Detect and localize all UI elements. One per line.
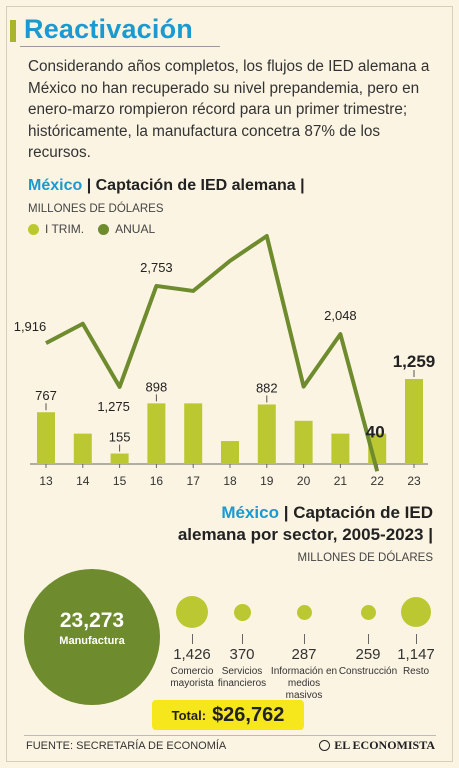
- fdi-chart: 13 14 15 16 17 18 19 20 21 22 23 767 155 898 882 1,259 1…: [14, 234, 436, 488]
- sector-title: México | Captación de IED alemana por se…: [103, 502, 433, 546]
- line-data-label: 1,916: [14, 319, 47, 334]
- x-tick-label: 18: [223, 474, 237, 488]
- sector-stem: [367, 634, 369, 644]
- chart-title-main: Captación de IED alemana: [95, 177, 296, 194]
- sector-label: Información en medios masivos: [270, 666, 338, 701]
- total-badge: Total: $26,762: [152, 700, 304, 730]
- sector-value: 1,426: [173, 646, 211, 663]
- chart-units: MILLONES DE DÓLARES: [28, 203, 164, 215]
- x-tick-label: 17: [187, 474, 201, 488]
- x-tick-label: 14: [76, 474, 90, 488]
- x-tick-label: 19: [260, 474, 274, 488]
- source-text: FUENTE: SECRETARÍA DE ECONOMÍA: [26, 740, 227, 752]
- chart-title: México | Captación de IED alemana |: [28, 177, 305, 195]
- sector-units: MILLONES DE DÓLARES: [297, 552, 433, 564]
- x-tick-label: 20: [297, 474, 311, 488]
- bar-data-label: 155: [109, 430, 131, 445]
- sector-title-main-1: Captación de IED: [293, 503, 433, 522]
- sector-value: 370: [229, 646, 255, 663]
- headline: Reactivación: [24, 14, 193, 44]
- brand-name: EL ECONOMISTA: [334, 738, 435, 752]
- manufactura-label: Manufactura: [59, 635, 125, 647]
- headline-rule: [20, 46, 220, 47]
- sector-item: 1,426 Comercio mayorista: [158, 590, 226, 690]
- q1-bar: [184, 403, 203, 464]
- sector-title-sep: |: [278, 503, 294, 522]
- legend-item-annual: ANUAL: [98, 222, 155, 236]
- sector-label: Comercio mayorista: [170, 666, 214, 689]
- legend-label-q1: I TRIM.: [45, 222, 85, 236]
- accent-bar: [10, 20, 16, 42]
- sector-item: 287 Información en medios masivos: [270, 590, 338, 702]
- sector-stem: [241, 634, 243, 644]
- brand-icon: [319, 740, 331, 751]
- sector-item: 259 Construcción: [334, 590, 402, 678]
- x-tick-label: 13: [39, 474, 53, 488]
- sector-bubble: [176, 596, 208, 628]
- x-tick-label: 15: [113, 474, 127, 488]
- sector-item: 1,147 Resto: [382, 590, 450, 678]
- frame: [6, 6, 453, 762]
- chart-legend: I TRIM. ANUAL: [28, 222, 169, 236]
- legend-label-annual: ANUAL: [115, 222, 156, 236]
- footer-rule: [24, 735, 436, 736]
- legend-swatch-annual: [98, 223, 110, 235]
- sector-item: 370 Servicios financieros: [208, 590, 276, 690]
- sector-value: 287: [291, 646, 317, 663]
- q1-bar: [294, 420, 313, 464]
- x-tick-label: 23: [407, 474, 421, 488]
- total-label: Total:: [171, 707, 207, 723]
- brand-logo: EL ECONOMISTA: [319, 738, 435, 753]
- manufactura-value: 23,273: [59, 609, 125, 632]
- line-data-label: 1,275: [97, 399, 130, 414]
- line-data-label: 2,753: [140, 260, 173, 275]
- chart-title-sep: |: [82, 177, 96, 194]
- chart-title-end: |: [295, 177, 305, 194]
- x-tick-label: 16: [150, 474, 164, 488]
- annual-line: [45, 234, 380, 472]
- sector-bubble: [296, 604, 312, 620]
- manufactura-circle: 23,273 Manufactura: [24, 569, 160, 705]
- q1-bar: [147, 403, 166, 464]
- total-value: $26,762: [212, 703, 285, 726]
- bar-data-label: 882: [256, 380, 278, 395]
- q1-bar: [110, 453, 129, 464]
- sector-label: Construcción: [338, 666, 398, 677]
- sector-stem: [303, 634, 305, 644]
- q1-bar: [331, 433, 350, 464]
- bar-data-label: 767: [35, 388, 57, 403]
- x-tick-label: 22: [371, 474, 385, 488]
- bar-data-label: 1,259: [393, 352, 436, 371]
- q1-bar: [257, 404, 276, 464]
- sector-bubble: [360, 604, 376, 620]
- sector-label: Resto: [402, 666, 430, 677]
- sector-title-place: México: [221, 503, 279, 522]
- sector-stem: [191, 634, 193, 644]
- sector-label: Servicios financieros: [217, 666, 267, 689]
- sector-value: 259: [355, 646, 381, 663]
- sector-value: 1,147: [397, 646, 435, 663]
- q1-bar: [73, 433, 92, 464]
- sector-title-end: |: [423, 525, 433, 544]
- chart-title-place: México: [28, 177, 83, 194]
- sector-stem: [415, 634, 417, 644]
- sector-title-main-2: alemana por sector, 2005-2023: [177, 525, 424, 544]
- line-data-label: 2,048: [324, 308, 357, 323]
- legend-item-q1: I TRIM.: [28, 222, 84, 236]
- q1-bar: [221, 441, 239, 464]
- sector-bubble: [233, 603, 251, 621]
- line-data-label: 40: [366, 422, 385, 441]
- intro-text: Considerando años completos, los flujos …: [28, 58, 430, 161]
- bar-data-label: 898: [146, 379, 168, 394]
- x-tick-label: 21: [334, 474, 348, 488]
- legend-swatch-q1: [28, 223, 39, 235]
- sector-bubble: [401, 597, 431, 627]
- q1-bar: [405, 379, 423, 464]
- q1-bar: [37, 412, 55, 464]
